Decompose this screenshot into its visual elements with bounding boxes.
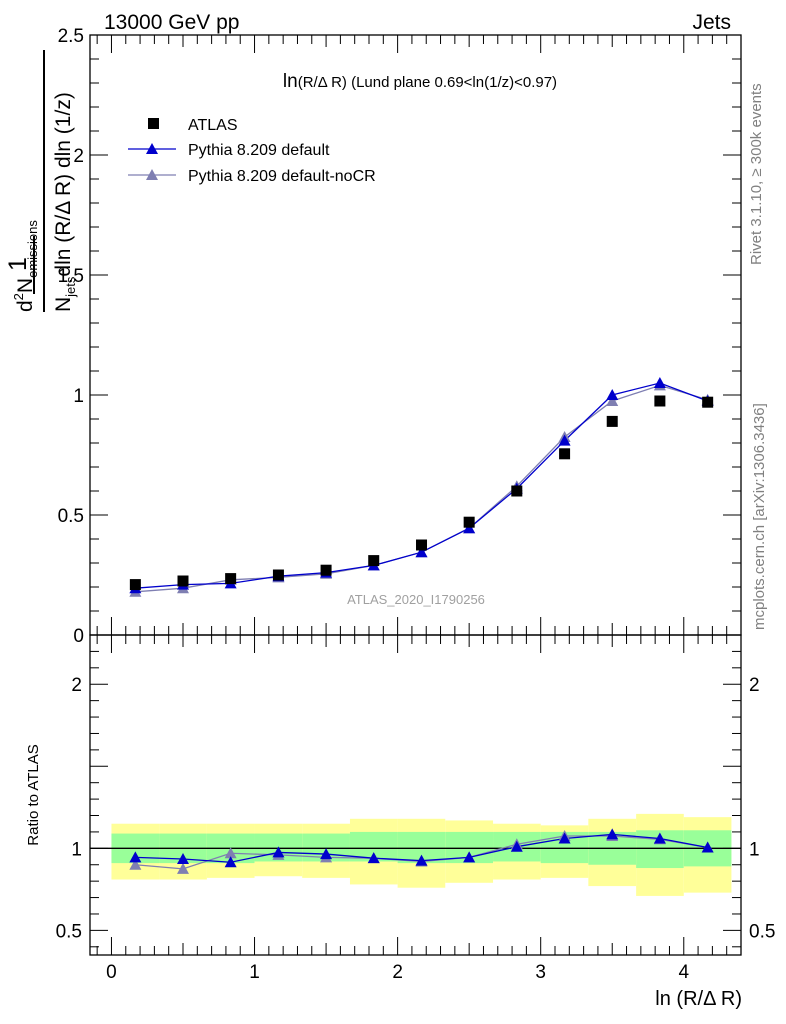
data-point-atlas: [463, 516, 475, 528]
ratio-y-tick-label-left: 1: [71, 839, 82, 860]
data-point-pythia-default: [653, 377, 666, 388]
top-ylabel: 1 d2Nemissions Njetsdln (R/Δ R) dln (1/z…: [4, 50, 78, 312]
ylabel-denominator: Njetsdln (R/Δ R) dln (1/z): [52, 92, 78, 312]
legend-label-nocr: Pythia 8.209 default-noCR: [188, 168, 376, 185]
data-point-atlas: [511, 485, 523, 497]
ratio-point-pythia-default: [701, 841, 714, 853]
ratio-point-pythia-default: [129, 851, 142, 863]
ratio-panel-frame: [89, 634, 742, 956]
ratio-panel: 0 1 2 3 4 0.5 0.5 1 1 2 2: [56, 634, 775, 983]
main-title-arg: (R/Δ R): [298, 74, 347, 91]
main-title-rest: (Lund plane 0.69<ln(1/z)<0.97): [347, 74, 557, 91]
data-point-atlas: [272, 569, 284, 581]
y-tick-label: 0.5: [58, 506, 84, 527]
ratio-point-pythia-nocr: [177, 862, 189, 874]
legend-marker-atlas: [148, 118, 159, 129]
header-right: Jets: [692, 11, 731, 34]
mcplots-label: mcplots.cern.ch [arXiv:1306.3436]: [751, 403, 768, 630]
series-line-pythia-default: [135, 382, 708, 589]
legend-marker-default: [146, 143, 158, 154]
ratio-y-tick-label-right: 1: [749, 839, 760, 860]
y-tick-label: 2: [73, 146, 84, 167]
y-tick-label: 1: [73, 386, 84, 407]
y-tick-label: 1.5: [58, 266, 84, 287]
ratio-point-pythia-default: [510, 840, 523, 852]
data-point-pythia-default: [606, 389, 619, 400]
x-tick-label: 1: [249, 962, 260, 983]
data-point-atlas: [606, 415, 618, 427]
data-point-atlas: [654, 395, 666, 407]
x-tick-label: 2: [392, 962, 403, 983]
y-tick-label: 2.5: [58, 26, 84, 47]
header-left: 13000 GeV pp: [104, 11, 239, 34]
data-point-atlas: [368, 555, 380, 567]
rivet-label: Rivet 3.1.10, ≥ 300k events: [748, 83, 765, 265]
data-point-pythia-default: [558, 434, 571, 446]
ylabel-frac-one: 1: [4, 257, 32, 271]
ratio-point-pythia-default: [558, 832, 571, 844]
data-point-atlas: [129, 579, 141, 591]
ratio-y-tick-label-right: 0.5: [749, 921, 775, 942]
ratio-point-pythia-default: [463, 851, 476, 863]
ratio-y-tick-label-left: 0.5: [56, 921, 82, 942]
data-point-atlas: [416, 539, 428, 551]
top-panel: 0 0.5 1 1.5 2 2.5: [58, 26, 742, 647]
data-point-atlas: [320, 564, 332, 576]
legend: ATLAS Pythia 8.209 default Pythia 8.209 …: [128, 117, 376, 185]
data-point-atlas: [177, 575, 189, 587]
main-title: ln(R/Δ R) (Lund plane 0.69<ln(1/z)<0.97): [283, 71, 557, 92]
ratio-point-pythia-nocr: [129, 858, 142, 870]
y-tick-label: 0: [73, 626, 84, 647]
main-title-ln: ln: [283, 71, 298, 92]
analysis-watermark: ATLAS_2020_I1790256: [347, 592, 485, 607]
data-point-pythia-nocr: [606, 395, 619, 406]
ratio-point-pythia-default: [367, 852, 380, 864]
ratio-y-tick-label-right: 2: [749, 675, 760, 696]
ratio-point-pythia-default: [320, 848, 333, 860]
data-point-atlas: [225, 573, 237, 585]
ratio-point-pythia-nocr: [224, 847, 237, 859]
ratio-point-pythia-default: [272, 846, 285, 858]
ylabel-numerator: d2Nemissions: [11, 220, 40, 312]
legend-label-default: Pythia 8.209 default: [188, 142, 330, 159]
ratio-point-pythia-default: [224, 856, 237, 868]
data-point-atlas: [559, 448, 571, 460]
data-point-atlas: [702, 396, 714, 408]
data-point-pythia-default: [415, 546, 428, 558]
legend-marker-nocr: [146, 169, 158, 180]
x-tick-label: 0: [106, 962, 117, 983]
x-tick-label: 3: [535, 962, 546, 983]
ratio-point-pythia-default: [177, 853, 189, 864]
ratio-ylabel: Ratio to ATLAS: [25, 744, 42, 845]
legend-label-atlas: ATLAS: [188, 117, 238, 134]
x-axis-label: ln (R/Δ R): [655, 988, 742, 1010]
ratio-y-tick-label-left: 2: [71, 675, 82, 696]
ratio-point-pythia-default: [606, 828, 619, 840]
x-tick-label: 4: [678, 962, 689, 983]
ratio-point-pythia-default: [653, 832, 666, 844]
ratio-point-pythia-default: [415, 854, 428, 866]
series-line-pythia-nocr: [135, 384, 708, 593]
